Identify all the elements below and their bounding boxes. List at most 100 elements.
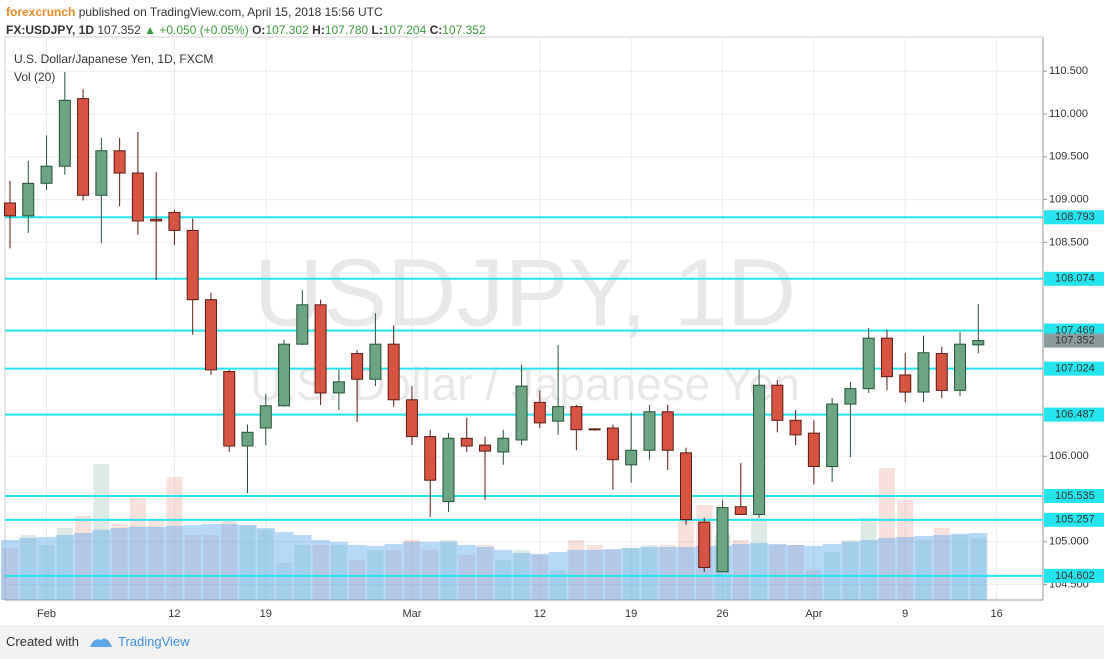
volume-bar bbox=[732, 540, 749, 600]
volume-label: Vol (20) bbox=[14, 70, 55, 84]
volume-bar bbox=[312, 544, 329, 600]
level-label-bg bbox=[1044, 568, 1104, 583]
x-tick-label: 19 bbox=[260, 608, 272, 620]
volume-bar bbox=[495, 560, 512, 600]
candle-body bbox=[22, 182, 35, 217]
header-line: FX:USDJPY, 1D 107.352 ▲ +0.050 (+0.05%) … bbox=[6, 21, 486, 39]
ohlc-label: C: bbox=[429, 23, 443, 37]
level-label-bg bbox=[1044, 210, 1104, 225]
candle-body bbox=[935, 353, 948, 391]
volume-bar bbox=[202, 535, 219, 600]
volume-bar bbox=[477, 544, 494, 600]
candle-body bbox=[606, 427, 619, 461]
volume-bar bbox=[38, 544, 55, 600]
plot-area bbox=[4, 36, 1044, 601]
level-label-bg bbox=[1044, 361, 1104, 376]
candle-body bbox=[789, 419, 802, 436]
level-label: 108.793 bbox=[1055, 211, 1095, 223]
author[interactable]: forexcrunch bbox=[6, 5, 76, 19]
level-label-bg bbox=[1044, 271, 1104, 286]
ohlc-value: 107.302 bbox=[265, 23, 309, 37]
volume-bar bbox=[111, 524, 128, 600]
volume-bar bbox=[148, 520, 165, 600]
symbol: FX:USDJPY, 1D bbox=[6, 23, 95, 37]
candle-body bbox=[77, 98, 90, 196]
candle-body bbox=[643, 411, 656, 451]
candle-body bbox=[844, 388, 857, 405]
volume-bar bbox=[166, 476, 183, 600]
level-label: 107.469 bbox=[1055, 324, 1095, 336]
volume-bar bbox=[531, 555, 548, 600]
x-tick-label: Apr bbox=[805, 608, 822, 620]
volume-ma bbox=[1, 524, 988, 600]
y-tick-label: 110.000 bbox=[1049, 108, 1088, 120]
brand[interactable]: TradingView bbox=[118, 634, 190, 649]
level-label: 108.074 bbox=[1055, 273, 1095, 285]
volume-bar bbox=[294, 544, 311, 600]
volume-bar bbox=[568, 540, 585, 600]
level-label: 107.024 bbox=[1055, 363, 1095, 375]
candle-body bbox=[625, 449, 638, 466]
volume-bar bbox=[751, 517, 768, 600]
volume-bar bbox=[276, 563, 293, 600]
x-tick-label: 12 bbox=[168, 608, 180, 620]
candle-body bbox=[972, 340, 985, 346]
volume-bar bbox=[403, 540, 420, 600]
y-tick-label: 109.000 bbox=[1049, 193, 1089, 205]
candle-body bbox=[113, 150, 126, 174]
footer: Created with TradingView bbox=[0, 625, 1104, 659]
level-label: 105.535 bbox=[1055, 490, 1095, 502]
ohlc-value: 107.204 bbox=[382, 23, 427, 37]
level-label: 104.602 bbox=[1055, 570, 1095, 582]
x-tick-label: 9 bbox=[902, 608, 908, 620]
volume-bar bbox=[641, 544, 658, 600]
candle-body bbox=[862, 337, 875, 390]
y-tick-label: 106.000 bbox=[1049, 450, 1089, 462]
candle-body bbox=[40, 165, 53, 184]
ohlc-value: 107.780 bbox=[324, 23, 369, 37]
volume-bar bbox=[970, 537, 987, 600]
change: ▲ +0.050 (+0.05%) bbox=[144, 23, 249, 37]
volume-bar bbox=[805, 569, 822, 600]
candle-body bbox=[95, 150, 108, 196]
x-tick-label: 19 bbox=[625, 608, 637, 620]
level-label: 106.487 bbox=[1055, 408, 1095, 420]
candle-body bbox=[460, 437, 473, 447]
ohlc-value: 107.352 bbox=[442, 23, 486, 37]
volume-bar bbox=[2, 548, 18, 600]
volume-bar bbox=[878, 468, 895, 600]
candle-body bbox=[698, 521, 711, 568]
volume-bar bbox=[952, 535, 969, 600]
candle-body bbox=[278, 343, 291, 407]
level-label-bg bbox=[1044, 407, 1104, 422]
volume-bar bbox=[550, 569, 567, 600]
candle-body bbox=[131, 172, 144, 222]
candle-body bbox=[899, 374, 912, 393]
candle-body bbox=[734, 506, 747, 515]
volume-bar bbox=[915, 540, 932, 600]
candle-body bbox=[150, 218, 163, 222]
candle-body bbox=[917, 352, 930, 393]
candle-body bbox=[4, 202, 16, 217]
candle-body bbox=[570, 406, 583, 431]
x-tick-label: Mar bbox=[402, 608, 421, 620]
y-tick-label: 110.500 bbox=[1049, 65, 1088, 77]
ohlc-label: O: bbox=[252, 23, 266, 37]
candle-body bbox=[716, 507, 729, 573]
volume-bar bbox=[75, 516, 92, 600]
chart: 104.500105.000106.000108.500109.000109.5… bbox=[1, 36, 1104, 620]
volume-bar bbox=[933, 528, 950, 600]
x-tick-label: 12 bbox=[534, 608, 546, 620]
volume-bar bbox=[623, 548, 640, 600]
created-with: Created with bbox=[6, 634, 79, 649]
volume-bar bbox=[129, 497, 146, 600]
volume-bar bbox=[842, 540, 859, 600]
x-tick-label: 26 bbox=[716, 608, 728, 620]
candle-body bbox=[369, 343, 382, 380]
volume-bar bbox=[659, 544, 676, 600]
x-tick-label: Feb bbox=[37, 608, 56, 620]
volume-bar bbox=[184, 535, 201, 600]
last-price-label: 107.352 bbox=[1055, 334, 1095, 346]
logo[interactable] bbox=[88, 634, 114, 650]
candle-body bbox=[168, 211, 181, 231]
